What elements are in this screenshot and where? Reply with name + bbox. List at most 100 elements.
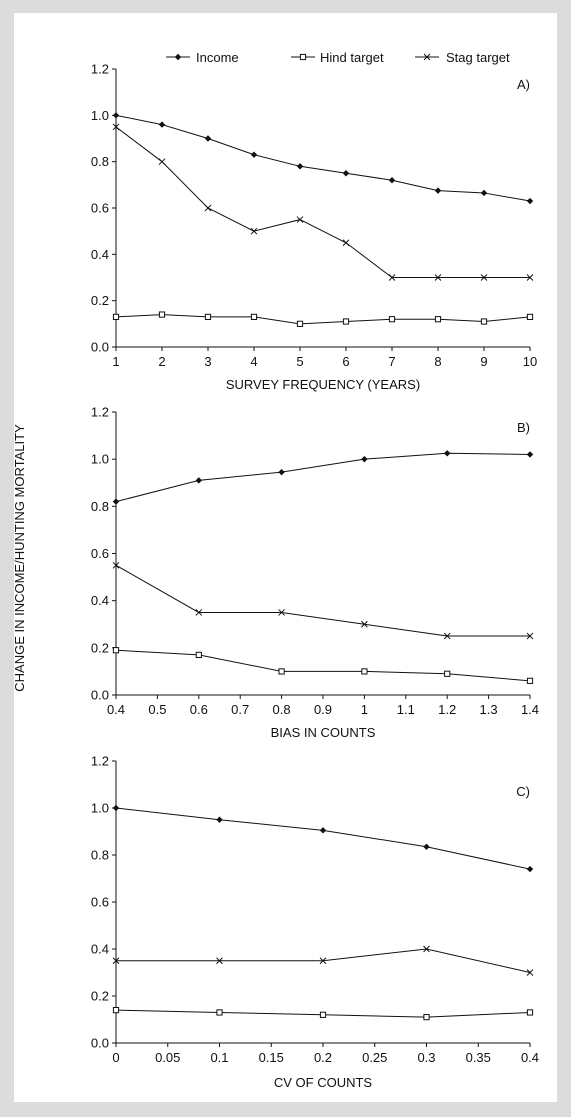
data-point xyxy=(112,313,120,320)
series-hind-target xyxy=(112,1007,534,1021)
data-point-stroke-b xyxy=(526,274,534,281)
data-point xyxy=(112,112,120,119)
x-tick-label: 0.05 xyxy=(155,1050,180,1065)
series-line xyxy=(115,114,531,202)
data-point xyxy=(195,477,202,484)
data-point xyxy=(526,197,534,205)
data-point xyxy=(526,677,534,684)
y-tick-label: 0.2 xyxy=(91,640,109,655)
series-income xyxy=(112,450,534,505)
data-point xyxy=(278,609,285,616)
data-point-stroke-b xyxy=(278,609,285,616)
x-tick-label: 4 xyxy=(250,354,257,369)
data-point xyxy=(112,123,120,131)
x-tick-label: 0.1 xyxy=(210,1050,228,1065)
x-tick-label: 3 xyxy=(204,354,211,369)
legend-marker-2-stroke-b xyxy=(423,53,431,61)
legend: Income Hind target Stag target xyxy=(166,50,510,65)
y-tick-label: 0.2 xyxy=(91,989,109,1004)
y-tick-label: 0.2 xyxy=(91,293,109,308)
data-point xyxy=(319,827,327,834)
data-point-stroke-b xyxy=(526,969,534,976)
panel-label: A) xyxy=(517,77,530,92)
series-stag-target xyxy=(112,123,534,281)
data-point xyxy=(526,313,534,320)
data-point xyxy=(423,1014,430,1021)
series-hind-target xyxy=(112,311,534,327)
data-point xyxy=(112,561,120,569)
y-tick-label: 0.8 xyxy=(91,848,109,863)
legend-marker-2 xyxy=(423,53,431,61)
chart-a: 0.0 0.2 0.4 0.6 0.8 1.0 1.2 1 2 3 4 5 6 7 8 9 10 SURVEY F… xyxy=(91,62,537,393)
data-point xyxy=(342,170,350,177)
series-line xyxy=(115,126,530,278)
x-tick-label: 9 xyxy=(480,354,487,369)
data-point-stroke-b xyxy=(195,609,203,616)
data-point xyxy=(319,957,327,965)
data-point xyxy=(388,274,396,281)
y-tick-label: 0.0 xyxy=(91,340,109,355)
data-point xyxy=(195,609,203,616)
data-point xyxy=(434,316,442,323)
x-tick-label: 0.4 xyxy=(107,702,125,717)
data-point xyxy=(361,668,368,675)
legend-label-1: Hind target xyxy=(320,50,384,65)
x-tick-label: 0.3 xyxy=(417,1050,435,1065)
series-line xyxy=(115,564,530,637)
x-tick-label: 0.6 xyxy=(190,702,208,717)
series-line xyxy=(115,314,531,325)
x-tick-label: 1 xyxy=(361,702,368,717)
data-point-stroke-b xyxy=(434,274,442,281)
x-tick-label: 10 xyxy=(523,354,537,369)
x-tick-label: 1.2 xyxy=(438,702,456,717)
y-tick-label: 1.2 xyxy=(91,62,109,77)
series-stag-target xyxy=(112,561,534,640)
data-point-stroke-b xyxy=(443,632,451,640)
data-point-stroke-b xyxy=(342,239,350,247)
data-point xyxy=(319,1011,327,1018)
data-point xyxy=(423,843,430,850)
data-point xyxy=(195,651,202,659)
x-tick-label: 0.15 xyxy=(259,1050,284,1065)
figure-panel xyxy=(14,13,557,1102)
x-tick-label: 0.8 xyxy=(273,702,291,717)
x-tick-label: 6 xyxy=(342,354,349,369)
data-point xyxy=(112,957,120,965)
data-point xyxy=(526,451,534,458)
data-point xyxy=(423,945,430,953)
data-point xyxy=(296,216,304,223)
data-point-stroke-b xyxy=(296,216,304,223)
legend-marker-0 xyxy=(174,53,182,61)
legend-marker-1 xyxy=(299,53,307,61)
x-axis-label: CV OF COUNTS xyxy=(274,1075,373,1090)
data-point xyxy=(361,620,368,628)
chart-c: 0.0 0.2 0.4 0.6 0.8 1.0 1.2 0 0.05 0.1 0.15 0.2 0.25… xyxy=(91,754,539,1091)
y-tick-label: 0.0 xyxy=(91,688,109,703)
data-point xyxy=(112,1007,120,1014)
y-tick-label: 0.8 xyxy=(91,154,109,169)
data-point xyxy=(158,121,166,128)
y-tick-label: 0.4 xyxy=(91,593,109,608)
y-tick-label: 1.0 xyxy=(91,452,109,467)
data-point xyxy=(158,311,166,318)
y-tick-label: 0.0 xyxy=(91,1036,109,1051)
x-tick-label: 0.25 xyxy=(362,1050,387,1065)
data-point-stroke-b xyxy=(526,632,534,640)
data-point xyxy=(204,313,212,320)
data-point xyxy=(388,177,396,184)
data-point xyxy=(250,313,258,320)
y-tick-label: 0.6 xyxy=(91,546,109,561)
series-line xyxy=(115,452,531,503)
data-point-stroke-b xyxy=(204,204,212,212)
chart-b: 0.0 0.2 0.4 0.6 0.8 1.0 1.2 0.4 0.5 0.6 0.7 0.8 0.9 1… xyxy=(91,405,539,741)
series-stag-target xyxy=(112,945,534,976)
data-point xyxy=(112,498,120,505)
y-tick-label: 0.4 xyxy=(91,247,109,262)
series-income xyxy=(112,112,534,205)
data-point xyxy=(443,632,451,640)
x-axis-label: BIAS IN COUNTS xyxy=(271,725,376,740)
data-point xyxy=(444,670,451,677)
series-income xyxy=(112,804,534,873)
series-line xyxy=(115,807,531,870)
x-tick-label: 0.4 xyxy=(521,1050,539,1065)
